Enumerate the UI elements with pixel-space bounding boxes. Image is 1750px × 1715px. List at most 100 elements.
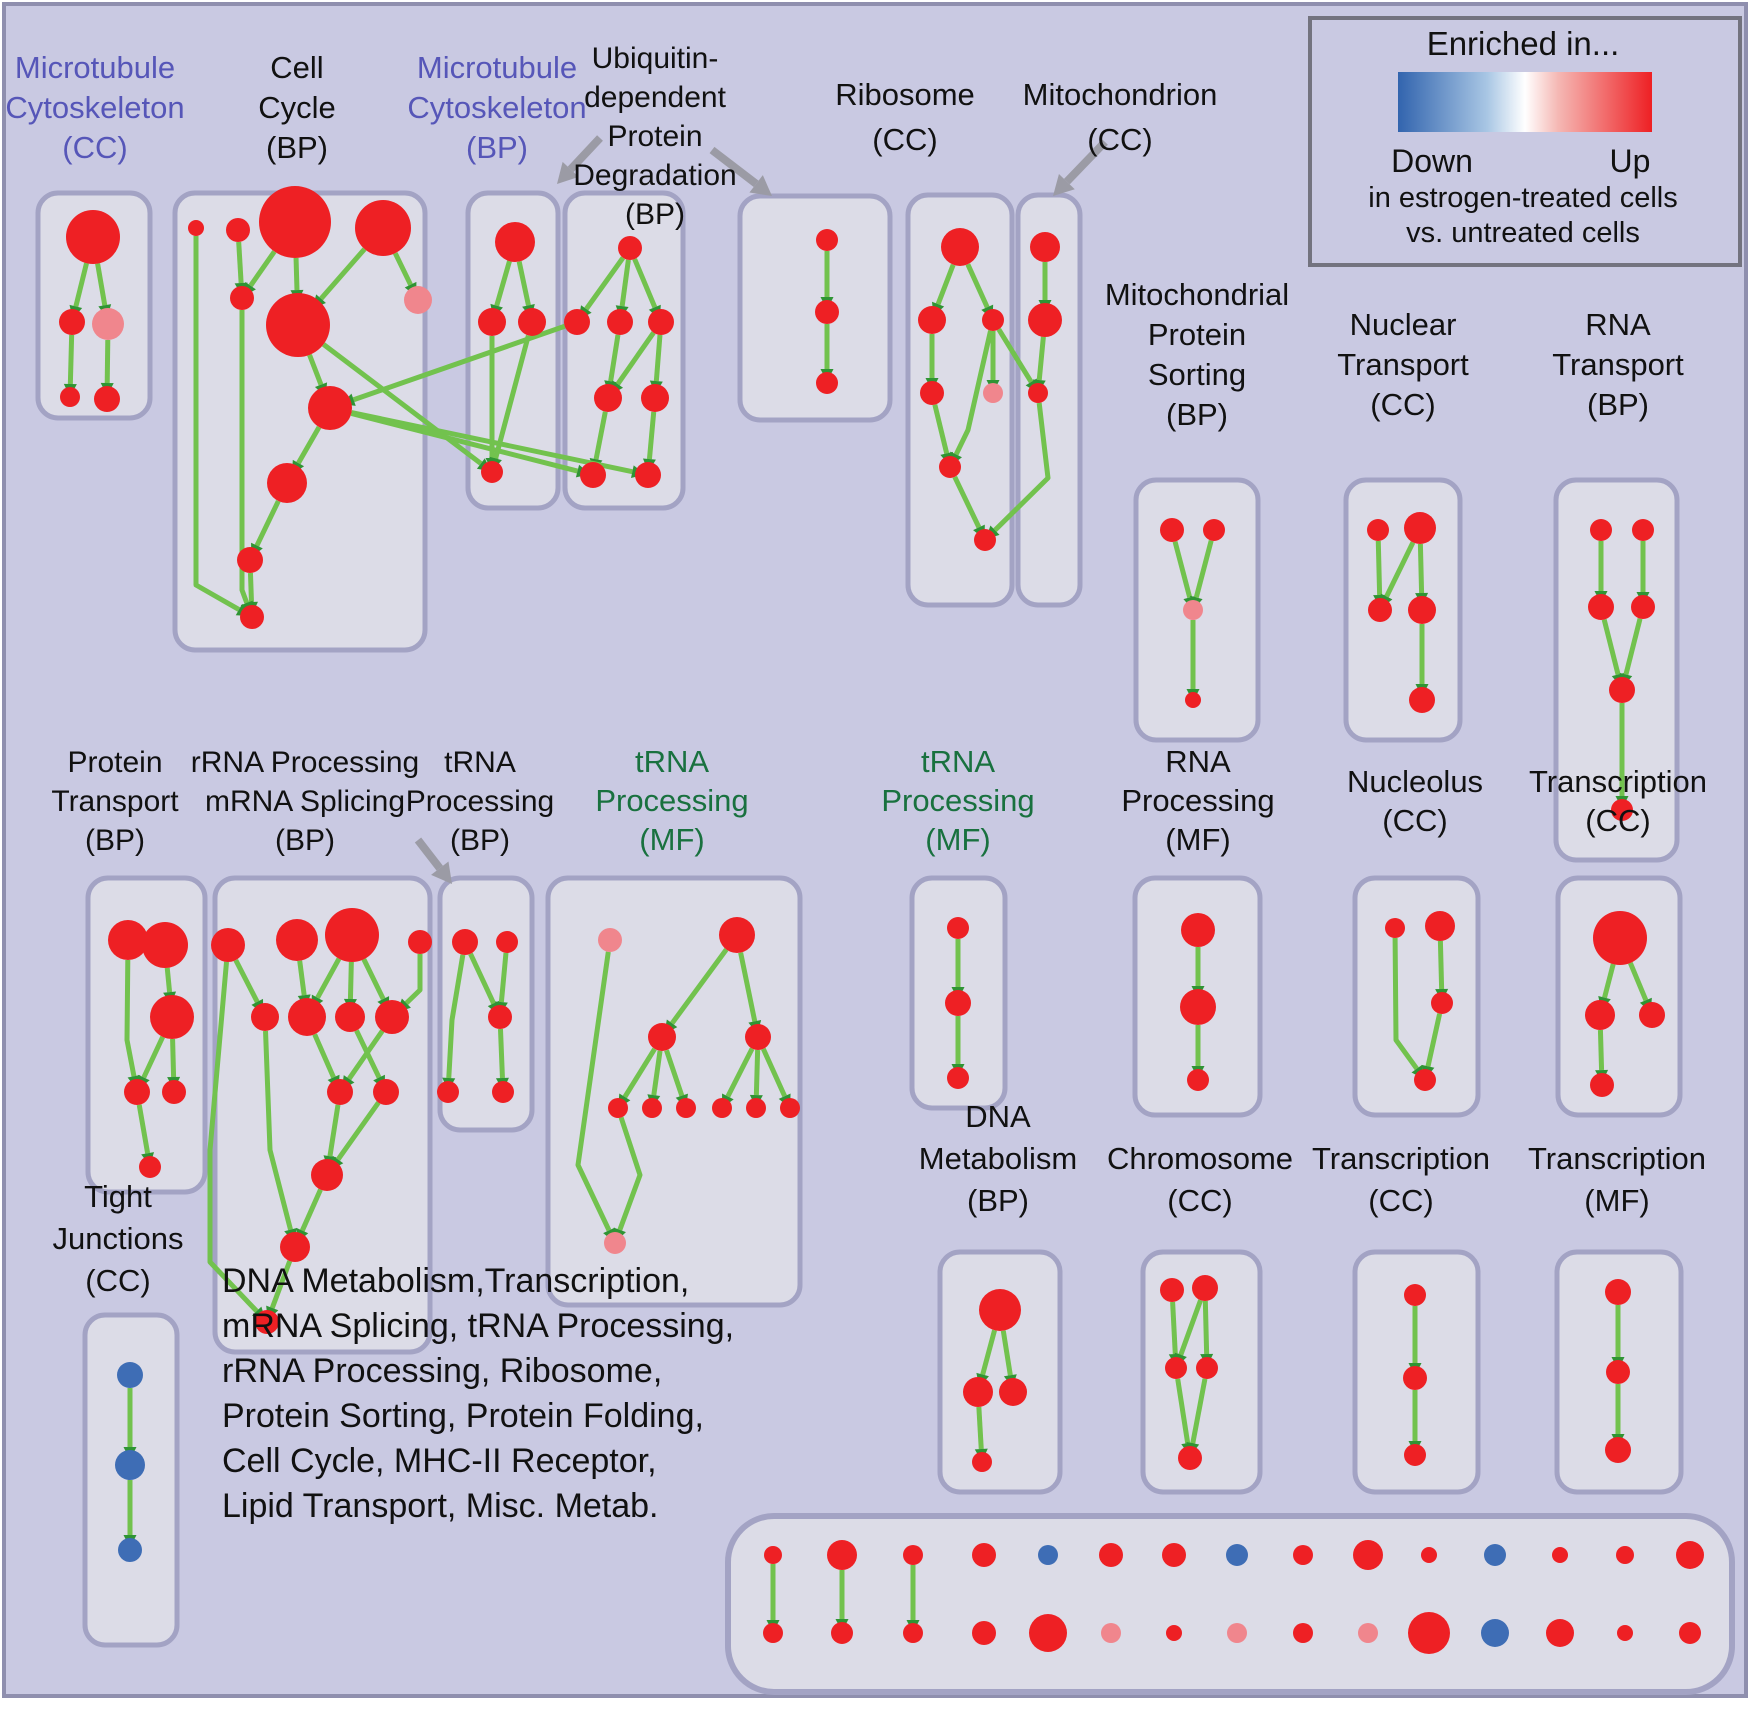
go-term-node <box>1546 1619 1574 1647</box>
go-term-node <box>1408 1612 1450 1654</box>
edge-line <box>996 328 1034 384</box>
go-term-node <box>764 1546 782 1564</box>
gray-callout-line <box>567 135 603 173</box>
cluster-label: Microtubule <box>417 50 577 85</box>
go-term-node <box>719 917 755 953</box>
go-term-node <box>1226 1544 1248 1566</box>
edge-line <box>615 331 656 386</box>
go-term-node <box>1203 519 1225 541</box>
edge-line <box>1602 963 1616 999</box>
cluster-label: mRNA Splicing <box>205 785 405 818</box>
cluster-label: (BP) <box>85 824 145 857</box>
edge-line <box>965 263 990 309</box>
cluster-label: Processing <box>881 783 1034 818</box>
edge-line <box>976 1406 984 1450</box>
edge-line <box>1437 940 1445 990</box>
go-term-node <box>1632 519 1654 541</box>
edge-line <box>350 411 579 474</box>
edge-line <box>1597 1029 1605 1071</box>
gray-callout-arrow <box>557 161 579 184</box>
go-term-node <box>676 1098 696 1118</box>
go-term-node <box>59 309 85 335</box>
cluster-label: (BP) <box>275 824 335 857</box>
edge-line <box>67 334 75 385</box>
edge-line <box>347 961 354 1000</box>
go-term-node <box>780 1098 800 1118</box>
edge-line <box>236 241 244 284</box>
cluster-label: (CC) <box>62 130 127 165</box>
go-term-node <box>496 931 518 953</box>
cluster-label: Processing <box>595 783 748 818</box>
go-term-node <box>1358 1623 1378 1643</box>
go-term-node <box>1353 1540 1383 1570</box>
edge-line <box>1601 618 1621 676</box>
go-term-node <box>598 928 622 952</box>
cluster-label: rRNA Processing <box>191 746 419 779</box>
edge-line <box>293 257 300 291</box>
go-term-node <box>1617 1625 1633 1641</box>
go-term-node <box>240 605 264 629</box>
go-term-node <box>580 462 606 488</box>
go-term-node <box>941 228 979 266</box>
go-term-node <box>831 1622 853 1644</box>
cluster-label: Transcription <box>1528 1141 1706 1176</box>
go-term-node <box>308 386 352 430</box>
edge-line <box>617 1116 643 1231</box>
edge-line <box>646 411 657 460</box>
misc-category-text: DNA Metabolism,Transcription, <box>222 1262 689 1300</box>
go-term-node <box>375 1000 409 1034</box>
edge-line <box>584 256 626 311</box>
cluster-box-mitochondrion-cc <box>1015 192 1083 608</box>
cluster-label: Nucleolus <box>1347 764 1483 799</box>
go-term-node <box>481 461 503 483</box>
cluster-label: tRNA <box>635 744 709 779</box>
go-term-node <box>142 922 188 968</box>
go-term-node <box>972 1452 992 1472</box>
go-term-node <box>827 1540 857 1570</box>
go-term-node <box>92 308 124 340</box>
edge-line <box>725 1047 755 1098</box>
edge-line <box>446 954 466 1079</box>
go-term-node <box>1185 692 1201 708</box>
edge-line <box>354 1029 382 1079</box>
cluster-label: Chromosome <box>1107 1141 1293 1176</box>
go-term-node <box>1605 1279 1631 1305</box>
edge-line <box>498 952 509 1003</box>
edge-line <box>980 1329 997 1376</box>
cluster-label: Cell <box>270 50 323 85</box>
go-term-node <box>1421 1547 1437 1563</box>
edge-line <box>315 957 342 999</box>
go-term-node <box>1293 1623 1313 1643</box>
go-term-node <box>594 384 622 412</box>
go-term-node <box>1639 1002 1665 1028</box>
go-term-node <box>1484 1544 1506 1566</box>
go-term-node <box>1431 992 1453 1014</box>
edge-line <box>1000 1330 1013 1376</box>
go-term-node <box>1385 918 1405 938</box>
legend-down-label: Down <box>1391 143 1473 179</box>
go-term-node <box>492 1081 514 1103</box>
go-term-node <box>939 456 961 478</box>
misc-category-text: mRNA Splicing, tRNA Processing, <box>222 1307 734 1345</box>
go-term-node <box>1038 1545 1058 1565</box>
cluster-label: (CC) <box>85 1263 150 1298</box>
go-term-node <box>1611 799 1633 821</box>
cluster-label: Nuclear <box>1350 307 1457 342</box>
cluster-label: (BP) <box>967 1183 1029 1218</box>
go-term-node <box>280 1232 310 1262</box>
go-term-node <box>1293 1545 1313 1565</box>
go-term-node <box>108 920 148 960</box>
go-term-node <box>816 229 838 251</box>
edge-line <box>1190 1378 1208 1444</box>
edge-line <box>239 310 250 604</box>
go-term-node <box>1425 911 1455 941</box>
legend-up-label: Up <box>1610 143 1651 179</box>
edge-line <box>361 958 386 1001</box>
go-term-node <box>642 1098 662 1118</box>
go-term-node <box>815 300 839 324</box>
go-term-node <box>1181 913 1215 947</box>
go-term-node <box>266 293 330 357</box>
edge-line <box>593 411 608 460</box>
cluster-label: Degradation <box>573 159 736 192</box>
go-term-node <box>1178 1446 1202 1470</box>
